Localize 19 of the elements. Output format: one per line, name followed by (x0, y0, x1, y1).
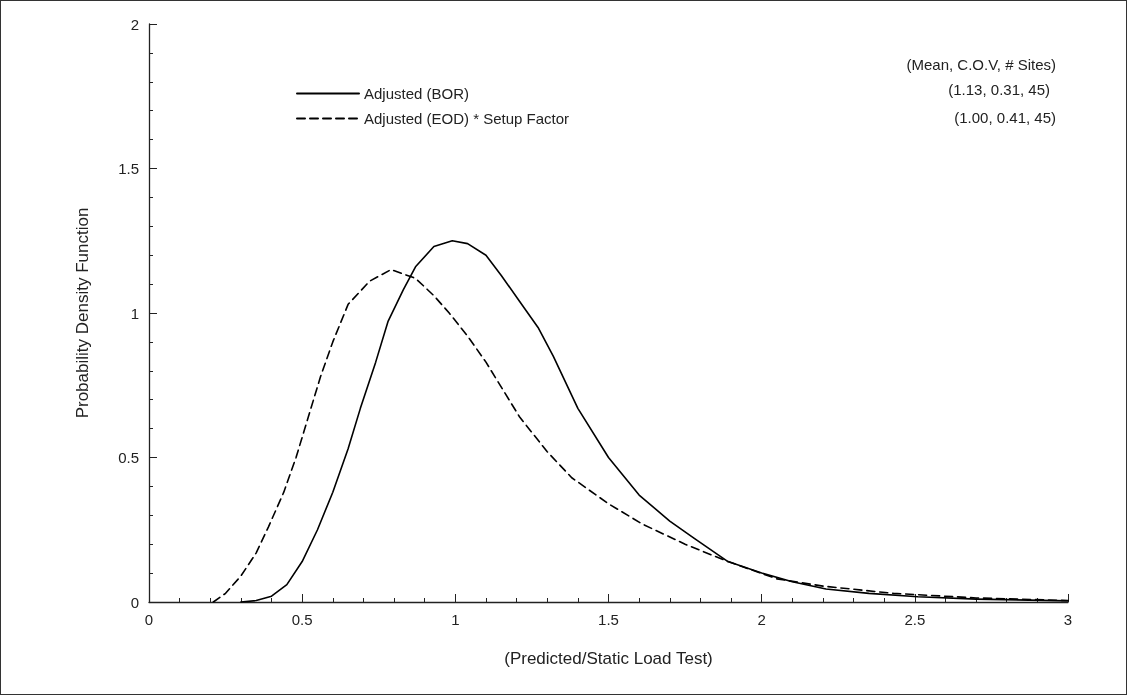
x-tick-label: 0.5 (291, 611, 313, 628)
y-tick-label: 1 (130, 304, 139, 322)
y-tick-label: 2 (130, 15, 139, 33)
y-tick-label: 1.5 (118, 160, 139, 177)
legend-label: Adjusted (BOR) (364, 85, 470, 102)
annotation: (1.00, 0.41, 45) (954, 109, 1056, 126)
x-tick-label: 2 (757, 611, 766, 628)
annotation: (1.13, 0.31, 45) (948, 81, 1050, 98)
x-tick-label: 2.5 (904, 611, 926, 628)
y-tick-label: 0 (130, 593, 139, 611)
legend-label: Adjusted (EOD) * Setup Factor (364, 110, 570, 127)
x-axis-title: (Predicted/Static Load Test) (504, 649, 713, 668)
legend-title: (Mean, C.O.V, # Sites) (906, 56, 1057, 73)
y-tick-label: 0.5 (118, 449, 139, 466)
x-tick-label: 3 (1063, 611, 1073, 628)
x-tick-label: 1 (451, 611, 460, 628)
x-tick-label: 0 (144, 611, 154, 628)
x-tick-label: 1.5 (598, 611, 619, 628)
y-axis-title: Probability Density Function (73, 207, 92, 419)
